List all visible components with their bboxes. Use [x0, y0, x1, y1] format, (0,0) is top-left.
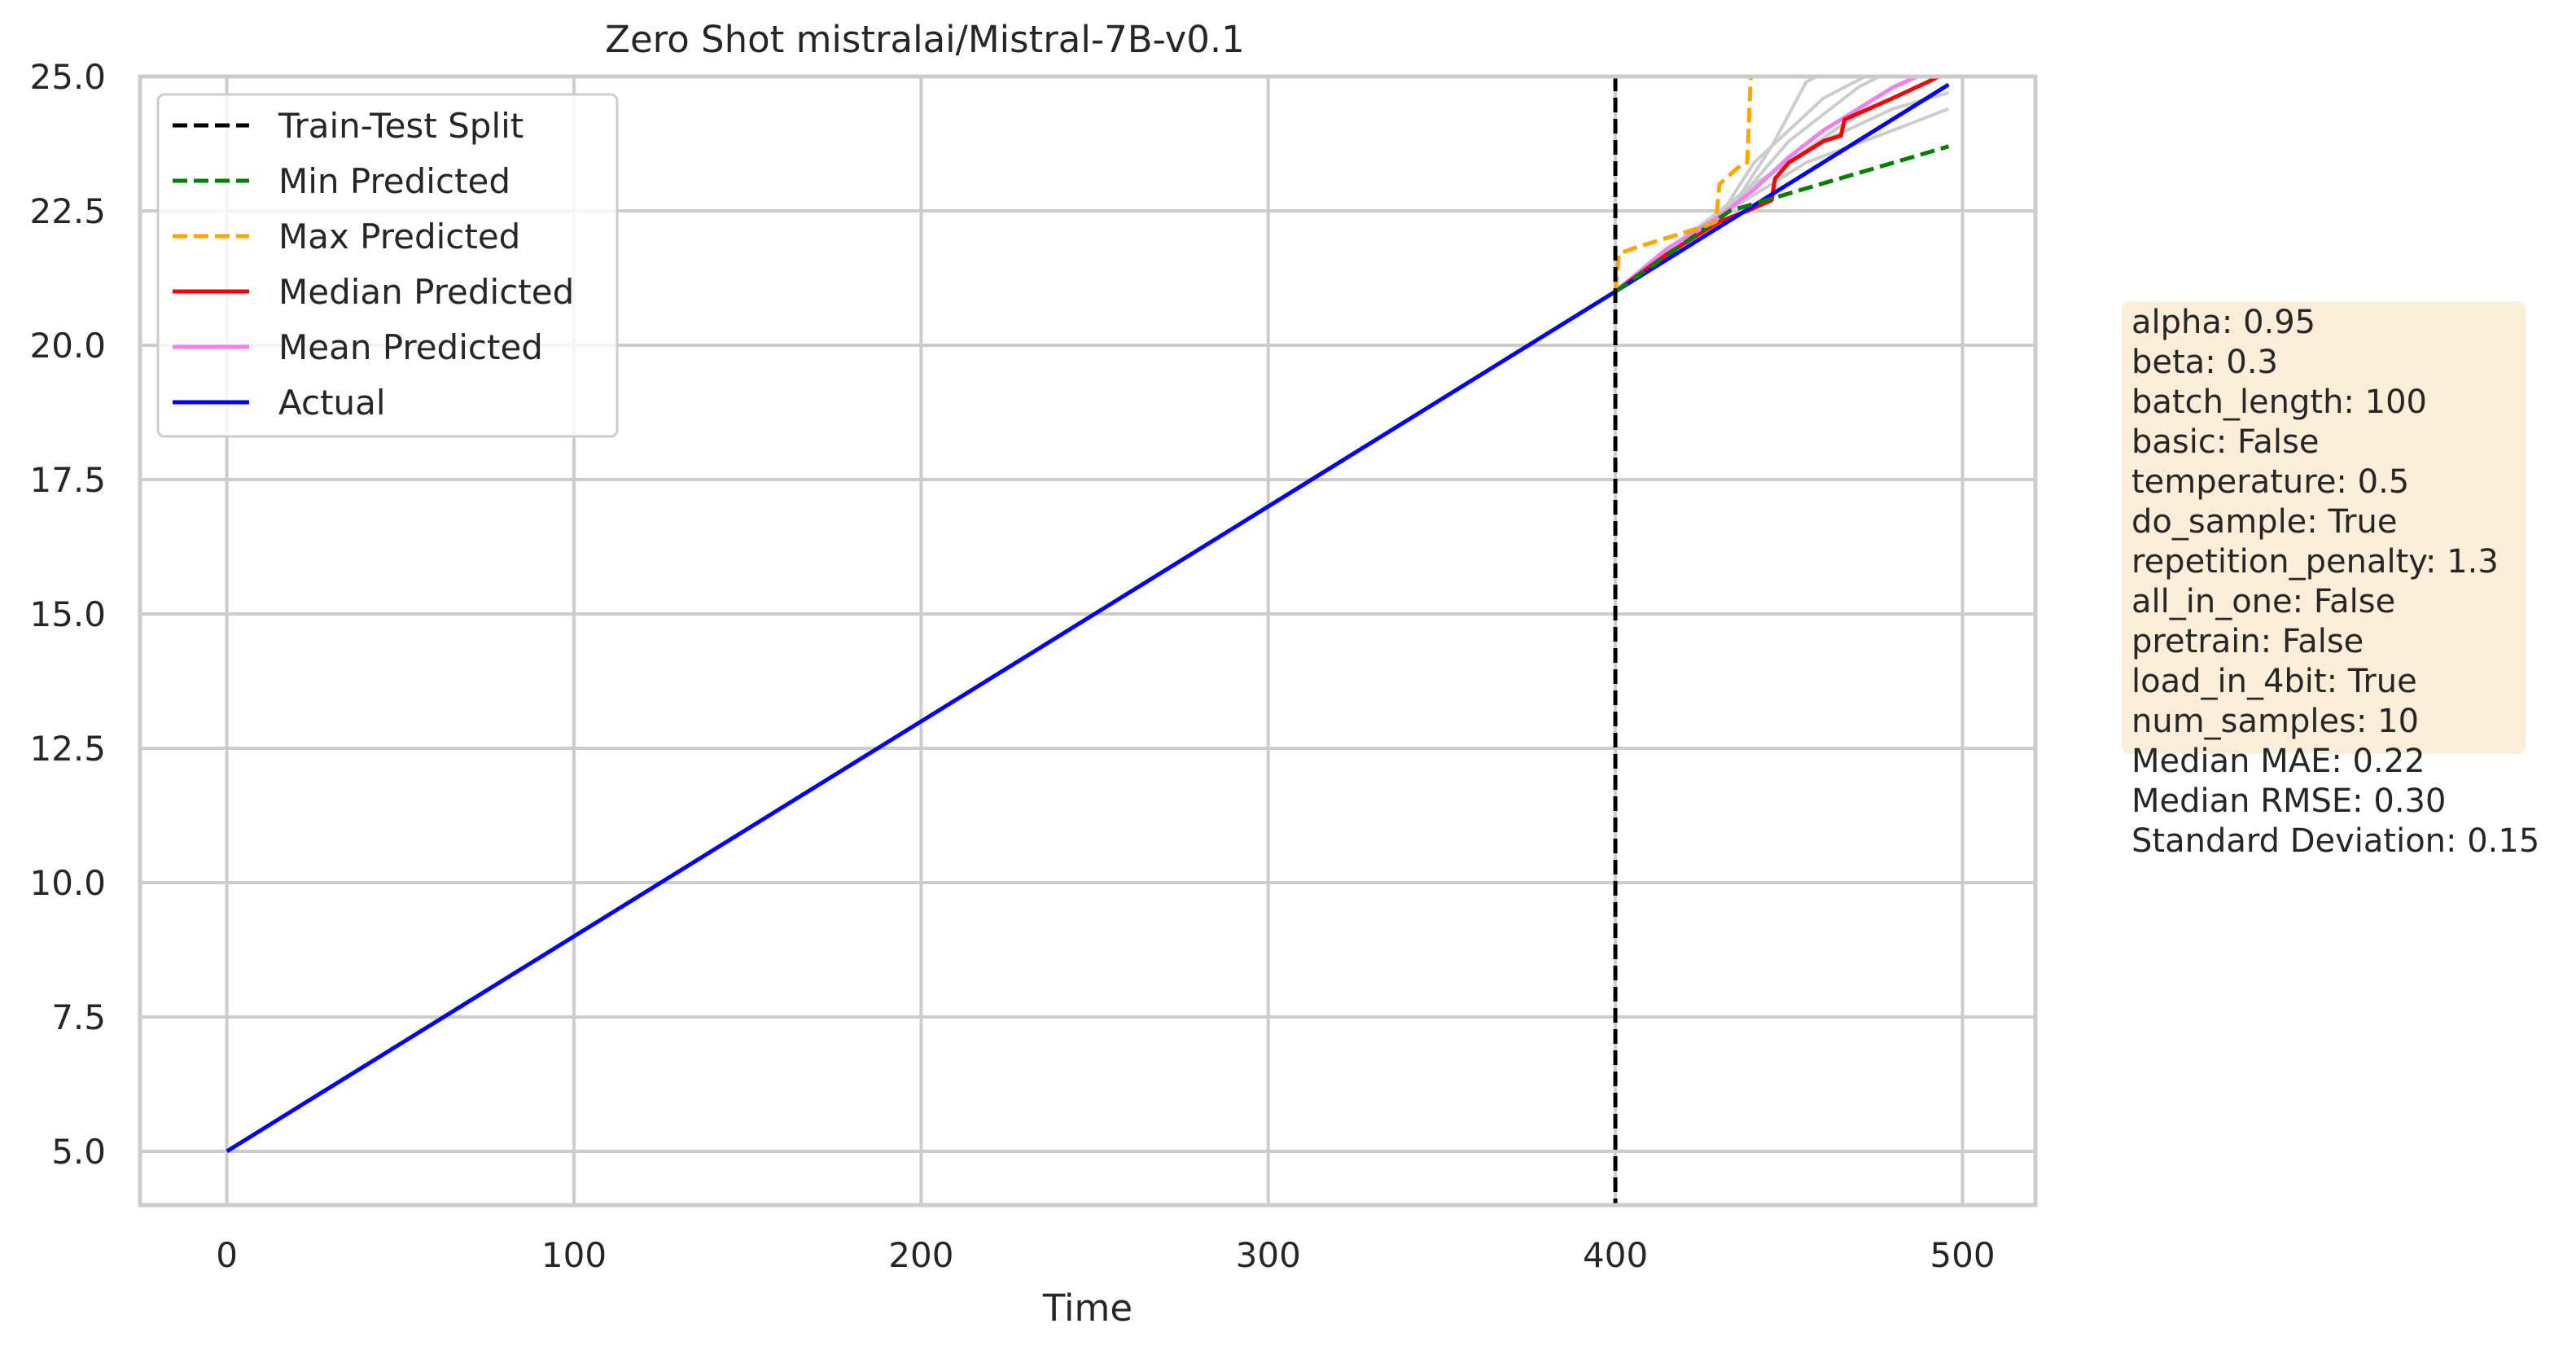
y-tick-label: 5.0 — [51, 1132, 106, 1172]
x-axis-ticks: 0 100 200 300 400 500 — [216, 1235, 1995, 1275]
y-tick-label: 15.0 — [29, 594, 106, 634]
series-layer — [226, 77, 1950, 1205]
y-tick-label: 17.5 — [29, 460, 106, 500]
legend-label: Mean Predicted — [278, 327, 543, 367]
annotation-line: Standard Deviation: 0.15 — [2131, 822, 2540, 860]
legend-label: Train-Test Split — [278, 106, 524, 146]
mean-predicted-line — [1614, 77, 1919, 293]
legend-frame — [156, 93, 619, 438]
y-tick-label: 12.5 — [29, 729, 106, 769]
legend-label: Median Predicted — [278, 272, 574, 312]
max-predicted-line — [1613, 77, 1753, 292]
x-tick-label: 100 — [541, 1235, 607, 1275]
legend: Train-Test Split Min Predicted Max Predict… — [156, 93, 619, 438]
legend-label: Actual — [278, 383, 386, 423]
x-tick-label: 200 — [888, 1235, 953, 1275]
annotation-line: alpha: 0.95 — [2131, 304, 2316, 341]
annotation-line: load_in_4bit: True — [2131, 663, 2417, 700]
y-tick-label: 22.5 — [29, 191, 106, 231]
plot-frame — [138, 74, 2038, 1208]
x-tick-label: 300 — [1236, 1235, 1301, 1275]
parameters-box — [2122, 301, 2526, 754]
annotation-line: temperature: 0.5 — [2131, 463, 2410, 501]
annotation-line: all_in_one: False — [2131, 583, 2396, 620]
annotation-line: basic: False — [2131, 423, 2320, 461]
annotation-line: num_samples: 10 — [2131, 703, 2420, 740]
min-predicted-line — [1614, 144, 1950, 294]
annotation-line: pretrain: False — [2131, 623, 2364, 660]
y-axis-ticks: 5.0 7.5 10.0 12.5 15.0 17.5 20.0 22.5 25.0 — [29, 57, 106, 1172]
annotation-line: Median MAE: 0.22 — [2131, 743, 2425, 780]
x-tick-label: 400 — [1583, 1235, 1648, 1275]
y-tick-label: 20.0 — [29, 326, 106, 366]
y-tick-label: 7.5 — [51, 997, 106, 1037]
y-tick-label: 25.0 — [29, 57, 106, 97]
x-tick-label: 500 — [1930, 1235, 1995, 1275]
annotation-line: batch_length: 100 — [2131, 384, 2427, 421]
annotation-line: Median RMSE: 0.30 — [2131, 782, 2447, 820]
chart-title: Zero Shot mistralai/Mistral-7B-v0.1 — [605, 18, 1245, 61]
annotation-line: do_sample: True — [2131, 503, 2398, 541]
y-tick-label: 10.0 — [29, 863, 106, 903]
median-predicted-line — [1614, 77, 1939, 294]
legend-label: Min Predicted — [278, 161, 510, 201]
annotation-line: beta: 0.3 — [2131, 344, 2278, 381]
parameters-annotation: alpha: 0.95 beta: 0.3 batch_length: 100 bas… — [2131, 303, 2539, 861]
annotation-line: repetition_penalty: 1.3 — [2131, 543, 2499, 581]
x-tick-label: 0 — [216, 1235, 238, 1275]
legend-label: Max Predicted — [278, 217, 520, 256]
x-axis-label: Time — [1042, 1286, 1132, 1330]
